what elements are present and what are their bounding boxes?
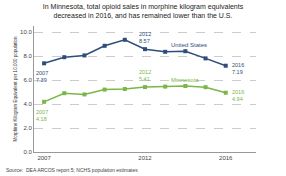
svg-text:In Minnesota, total opioid sal: In Minnesota, total opioid sales in morp… — [43, 3, 244, 19]
svg-text:United States: United States — [171, 42, 207, 48]
svg-text:20125.41: 20125.41 — [139, 69, 151, 82]
svg-text:10.0: 10.0 — [20, 29, 32, 35]
svg-text:8.0: 8.0 — [23, 53, 32, 59]
svg-text:20077.39: 20077.39 — [36, 70, 48, 83]
svg-text:2007: 2007 — [37, 155, 51, 161]
svg-text:4.0: 4.0 — [23, 101, 32, 107]
svg-text:20167.19: 20167.19 — [232, 62, 244, 75]
svg-text:Source: DEA ARCOS report 5; N: Source: DEA ARCOS report 5; NCHS populat… — [6, 167, 138, 173]
svg-text:2.0: 2.0 — [23, 125, 32, 131]
svg-text:2016: 2016 — [219, 155, 233, 161]
svg-text:Morphine Kilogram Equivalent p: Morphine Kilogram Equivalent per 10,000 … — [13, 36, 18, 141]
svg-text:20074.18: 20074.18 — [36, 109, 48, 122]
svg-text:2012: 2012 — [138, 155, 152, 161]
svg-text:20128.57: 20128.57 — [139, 31, 151, 44]
svg-text:6.0: 6.0 — [23, 77, 32, 83]
svg-text:Minnesota: Minnesota — [171, 77, 199, 83]
svg-text:0.0: 0.0 — [23, 149, 32, 155]
svg-text:20164.94: 20164.94 — [232, 89, 244, 102]
